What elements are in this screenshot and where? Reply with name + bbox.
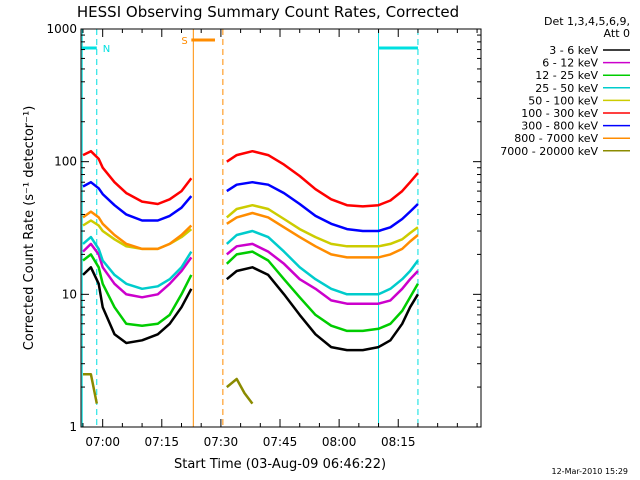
legend-entry: 300 - 800 keV [521, 120, 598, 133]
series-line [82, 242, 193, 299]
flag-label: S [181, 36, 187, 47]
series-line [226, 211, 419, 259]
x-tick-label: 07:45 [263, 435, 298, 449]
legend-entry: 7000 - 20000 keV [500, 145, 598, 158]
event-markers [81, 29, 419, 427]
legend-entry: 100 - 300 keV [521, 107, 598, 120]
series-line [226, 180, 419, 233]
series-line [225, 203, 419, 248]
y-tick-label: 1 [69, 420, 77, 434]
legend-entry: 50 - 100 keV [528, 94, 598, 107]
series-line [82, 180, 193, 222]
chart-title: HESSI Observing Summary Count Rates, Cor… [77, 3, 459, 21]
legend-entry: 3 - 6 keV [549, 44, 598, 57]
series-line [82, 210, 193, 251]
x-tick-label: 07:30 [204, 435, 239, 449]
x-tick-label: 07:15 [144, 435, 179, 449]
series-line [82, 253, 193, 327]
y-tick-label: 100 [54, 155, 77, 169]
series-line [82, 149, 193, 206]
flag-label: N [103, 44, 110, 55]
series-line [82, 266, 193, 345]
series-line [225, 229, 419, 296]
x-tick-label: 08:15 [381, 435, 416, 449]
legend-entry: 12 - 25 keV [535, 69, 598, 82]
plot-frame [80, 28, 482, 428]
legend-header-detectors: Det 1,3,4,5,6,9, [544, 15, 630, 28]
series-line [226, 242, 419, 305]
legend-entry: 25 - 50 keV [535, 82, 598, 95]
legend-entry: 6 - 12 keV [542, 57, 598, 70]
y-axis-label: Corrected Count Rate (s⁻¹ detector⁻¹) [22, 106, 37, 351]
series-line [83, 372, 99, 404]
series-line [226, 377, 254, 405]
x-tick-label: 07:00 [85, 435, 120, 449]
series-line [226, 266, 419, 352]
legend-entry: 800 - 7000 keV [514, 132, 598, 145]
y-axis-ticks: 1 10 100 1000 [46, 22, 481, 434]
x-tick-label: 08:00 [322, 435, 357, 449]
series-line [82, 235, 193, 291]
y-tick-label: 10 [62, 287, 77, 301]
footer-date: 12-Mar-2010 15:29 [552, 467, 629, 476]
series-lines [82, 149, 419, 405]
series-line [82, 219, 193, 251]
series-line [225, 250, 419, 333]
series-line [226, 149, 419, 208]
x-axis-label: Start Time (03-Aug-09 06:46:22) [174, 457, 386, 472]
legend-header-attenuator: Att 0 [604, 27, 630, 40]
attenuator-flags: NS [81, 36, 418, 55]
y-tick-label: 1000 [46, 22, 77, 36]
x-axis-ticks: 07:00 07:15 07:30 07:45 08:00 08:15 [82, 29, 478, 449]
